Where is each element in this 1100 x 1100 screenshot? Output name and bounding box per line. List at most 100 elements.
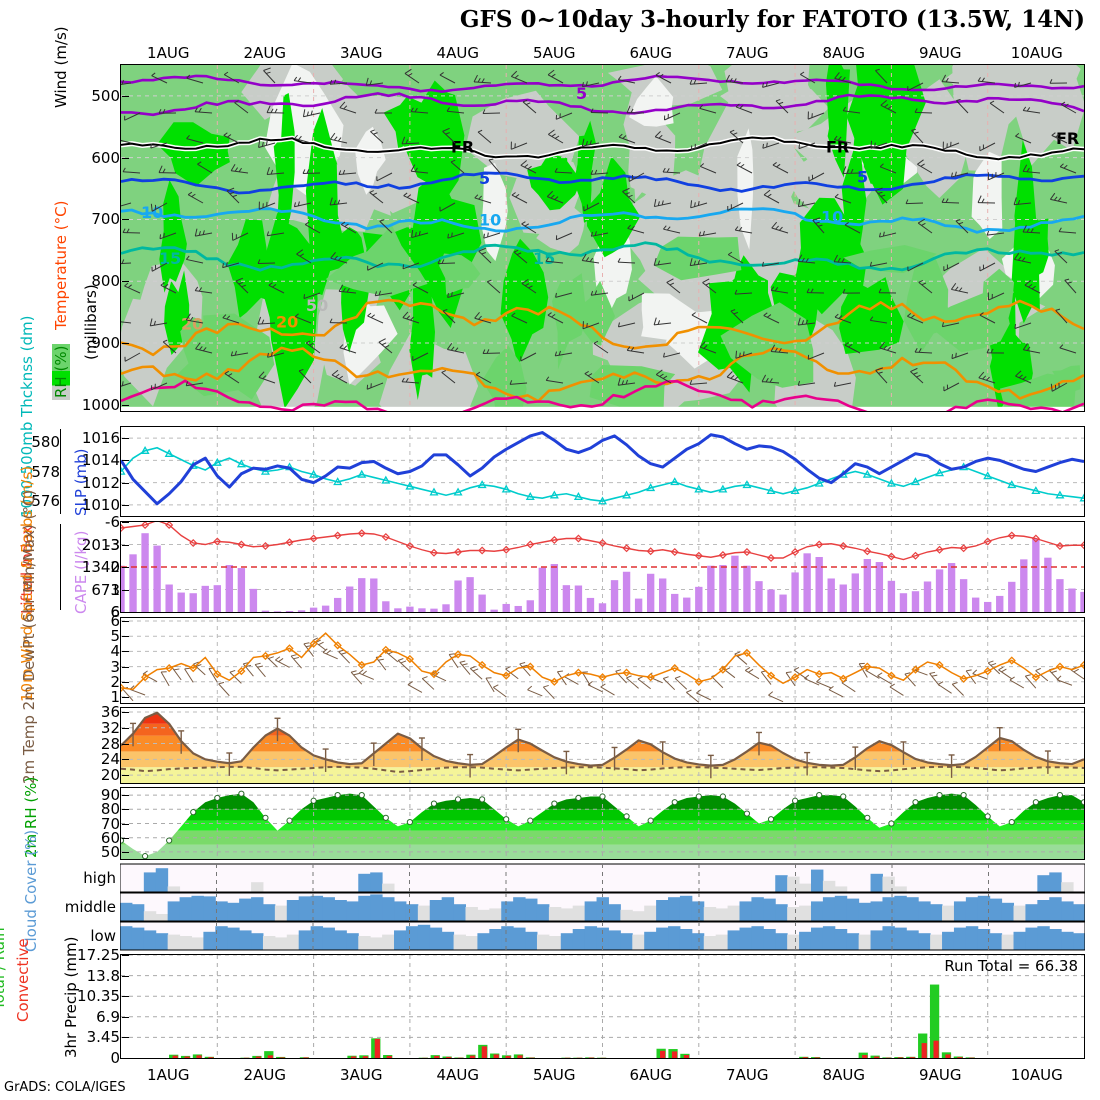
axis-tick-label: 90 — [100, 786, 120, 805]
axis-tick-mark — [122, 219, 129, 221]
slp-thickness-panel[interactable] — [120, 426, 1085, 517]
axis-tick-mark — [122, 823, 129, 825]
cape-tick-label: 2013 — [81, 535, 120, 554]
li-axis-rule — [60, 524, 61, 610]
date-label-top: 10AUG — [1010, 44, 1063, 62]
svg-text:20: 20 — [181, 314, 203, 333]
axis-tick-mark — [122, 589, 129, 591]
svg-text:5: 5 — [479, 169, 490, 188]
cloud-row-label-high: high — [83, 869, 116, 887]
axis-tick-mark — [122, 743, 129, 745]
axis-tick-mark — [122, 809, 129, 811]
date-label-bottom: 6AUG — [629, 1066, 672, 1084]
thickness-tick-label: 576 — [31, 492, 60, 511]
rh2m-panel[interactable] — [120, 787, 1085, 860]
axis-tick-label: 3 — [110, 657, 120, 676]
wind10m-plot — [121, 618, 1084, 703]
precip-convective-label: Convective — [14, 938, 32, 1022]
precip-tick-mark — [122, 1037, 129, 1039]
svg-text:10: 10 — [479, 211, 501, 230]
upper-air-temp-label: Temperature (°C) — [52, 200, 70, 330]
axis-tick-label: 1014 — [81, 451, 120, 470]
precip-tick-label: 13.8 — [86, 966, 120, 985]
svg-text:FR: FR — [1056, 129, 1079, 148]
axis-tick-label: 600 — [91, 148, 120, 167]
svg-text:10: 10 — [141, 203, 163, 222]
axis-tick-label: 28 — [100, 734, 120, 753]
date-label-top: 8AUG — [822, 44, 865, 62]
slp-thickness-plot — [121, 427, 1084, 516]
axis-tick-label: 2 — [110, 672, 120, 691]
precip-tick-label: 0 — [110, 1049, 120, 1067]
precip-panel[interactable]: Run Total = 66.38 — [120, 954, 1085, 1059]
grads-credit: GrADS: COLA/IGES — [4, 1080, 126, 1095]
axis-tick-mark — [122, 612, 129, 613]
cloud-row-label-middle: middle — [64, 898, 116, 916]
precip-tick-mark — [122, 955, 129, 956]
axis-tick-label: 50 — [100, 842, 120, 861]
svg-text:50: 50 — [306, 296, 328, 315]
axis-tick-label: 1016 — [81, 429, 120, 448]
li-cape-panel[interactable] — [120, 521, 1085, 613]
axis-tick-mark — [122, 851, 129, 853]
axis-tick-mark — [122, 567, 129, 568]
axis-tick-label: 700 — [91, 210, 120, 229]
date-label-top: 5AUG — [533, 44, 576, 62]
axis-tick-mark — [122, 636, 129, 638]
axis-tick-label: -3 — [105, 535, 120, 554]
cloud-row-label-low: low — [90, 927, 116, 945]
cloud-cover-panel[interactable] — [120, 863, 1085, 951]
precip-tick-mark — [122, 975, 129, 977]
precip-plot — [121, 955, 1084, 1058]
svg-text:5: 5 — [576, 84, 587, 103]
date-label-top: 4AUG — [436, 44, 479, 62]
precip-tick-mark — [122, 1058, 129, 1059]
cloud-cover-label: Cloud Cover (%) — [22, 829, 40, 952]
precip-tick-mark — [122, 1016, 129, 1018]
thickness-tick-label: 580 — [31, 432, 60, 451]
cape-tick-label: 6 — [110, 602, 120, 621]
svg-text:5: 5 — [857, 167, 868, 186]
axis-tick-mark — [122, 621, 129, 623]
date-label-top: 6AUG — [629, 44, 672, 62]
axis-tick-mark — [122, 504, 129, 506]
axis-tick-label: 80 — [100, 800, 120, 819]
axis-tick-label: 24 — [100, 750, 120, 769]
precip-tick-label: 3.45 — [86, 1028, 120, 1047]
date-label-top: 9AUG — [919, 44, 962, 62]
axis-tick-label: 1000 — [81, 395, 120, 414]
precip-tick-label: 10.35 — [77, 987, 120, 1006]
t2m-panel[interactable] — [120, 707, 1085, 784]
axis-tick-mark — [122, 404, 129, 406]
wind10m-panel[interactable] — [120, 617, 1085, 704]
upper-air-wind-label: Wind (m/s) — [52, 26, 70, 108]
svg-text:15: 15 — [533, 249, 555, 268]
axis-tick-label: 800 — [91, 272, 120, 291]
cape-tick-label: 671 — [91, 580, 120, 599]
axis-tick-mark — [122, 281, 129, 283]
axis-tick-label: 3 — [110, 580, 120, 599]
svg-text:FR: FR — [451, 138, 474, 157]
axis-tick-label: 1 — [110, 687, 120, 706]
page-title: GFS 0~10day 3-hourly for FATOTO (13.5W, … — [459, 6, 1085, 33]
axis-tick-mark — [122, 795, 129, 797]
axis-tick-mark — [122, 727, 129, 729]
axis-tick-label: 4 — [110, 642, 120, 661]
axis-tick-mark — [122, 759, 129, 761]
axis-tick-label: 6 — [110, 612, 120, 631]
precip-tick-label: 17.25 — [77, 946, 120, 964]
axis-tick-label: 20 — [100, 766, 120, 785]
svg-text:FR: FR — [826, 138, 849, 157]
upper-air-panel[interactable]: 5 FR FR FR 5 5 10 10 10 15 15 20 20 50 — [120, 64, 1085, 412]
cape-tick-label: 1342 — [81, 558, 120, 576]
axis-tick-mark — [122, 711, 129, 713]
t2m-plot — [121, 708, 1084, 783]
date-label-top: 3AUG — [340, 44, 383, 62]
axis-tick-label: 900 — [91, 334, 120, 353]
axis-tick-label: 1010 — [81, 495, 120, 514]
svg-text:20: 20 — [276, 313, 298, 332]
date-label-bottom: 9AUG — [919, 1066, 962, 1084]
axis-tick-mark — [122, 696, 129, 698]
axis-tick-mark — [122, 544, 129, 546]
t2m-label: 2m Temp 2m DewPt (6hr Min/Max) (°C) — [20, 489, 38, 784]
